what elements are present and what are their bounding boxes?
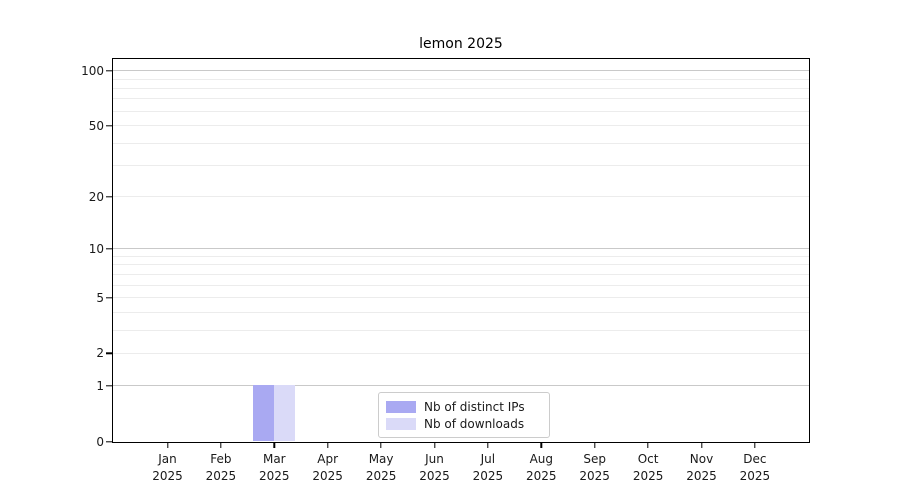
y-tick-mark [106,440,112,443]
x-tick-label: Apr 2025 [296,451,360,485]
x-tick-label-month: Mar [262,451,286,466]
x-tick-mark [487,443,489,448]
gridline-minor [113,142,809,144]
x-tick-label-month: Jan [158,451,177,466]
y-tick-label: 20 [88,189,104,204]
gridline-minor [113,110,809,112]
x-tick-mark [326,443,329,448]
gridline-minor [113,165,809,166]
x-tick-label-year: 2025 [579,468,610,483]
gridline-minor [113,87,809,89]
x-tick-label-month: Apr [317,451,339,466]
legend-swatch-distinct-ips [386,400,416,413]
x-tick-label-year: 2025 [526,468,557,483]
x-tick-label-month: May [368,451,394,466]
legend-label-downloads: Nb of downloads [424,416,525,431]
x-tick-label-month: Oct [637,451,659,466]
x-tick-label-month: Feb [210,451,232,466]
x-tick-label: Sep 2025 [563,451,627,485]
gridline-minor [113,273,809,275]
x-tick-mark [700,443,703,448]
y-tick-label: 2 [96,346,104,361]
gridline-minor [113,329,809,331]
gridline-major [113,385,809,387]
gridline-minor [113,297,809,298]
x-tick-label: Feb 2025 [189,451,253,485]
x-tick-mark [593,443,596,448]
x-tick-mark [220,443,222,448]
y-tick-mark [106,352,112,354]
y-tick-label: 1 [96,378,104,393]
y-tick-mark [106,248,112,250]
x-tick-label: Nov 2025 [670,451,734,485]
x-tick-label-month: Jul [480,451,496,466]
x-tick-mark [647,443,649,448]
x-tick-label: Jul 2025 [456,451,520,485]
x-tick-label-month: Jun [425,451,444,466]
x-tick-label: Jun 2025 [403,451,467,485]
gridline-minor [113,98,809,100]
x-tick-label-year: 2025 [419,468,450,483]
y-tick-mark [106,196,112,198]
gridline-minor [113,256,809,257]
y-tick-label: 0 [96,434,104,449]
gridline-minor [113,352,809,354]
x-tick-label: May 2025 [349,451,413,485]
gridline-minor [113,78,809,80]
y-tick-mark [106,124,112,127]
x-tick-label-month: Sep [583,451,606,466]
x-tick-mark [380,443,382,448]
x-tick-label: Dec 2025 [723,451,787,485]
x-tick-label: Jan 2025 [136,451,200,485]
x-tick-label-year: 2025 [739,468,771,483]
chart-title: lemon 2025 [419,36,503,52]
x-tick-label-month: Nov [689,451,714,466]
x-tick-mark [540,443,542,448]
legend-label-distinct-ips: Nb of distinct IPs [424,399,525,414]
legend-swatch-downloads [386,417,416,430]
x-tick-mark [273,443,275,448]
gridline-minor [113,125,809,126]
y-tick-label: 100 [81,63,104,78]
x-tick-label-year: 2025 [205,468,237,483]
gridline-minor [113,264,809,266]
x-tick-label-year: 2025 [686,468,717,483]
y-tick-mark [106,296,112,299]
bar-downloads-mar-2025 [273,385,296,441]
x-tick-label-month: Dec [743,451,767,466]
gridline-minor [113,196,809,198]
legend-item-downloads: Nb of downloads [386,415,541,432]
plot-area [112,58,810,443]
legend-item-distinct-ips: Nb of distinct IPs [386,398,541,415]
x-tick-label: Aug 2025 [509,451,573,485]
x-tick-label: Oct 2025 [616,451,680,485]
x-tick-label-month: Aug [529,451,554,466]
y-tick-label: 50 [88,118,104,133]
x-tick-label-year: 2025 [365,468,397,483]
y-tick-label: 10 [88,241,104,256]
x-tick-label-year: 2025 [259,468,290,483]
y-tick-label: 5 [96,290,104,305]
x-tick-label-year: 2025 [152,468,183,483]
gridline-minor [113,284,809,286]
x-tick-mark [166,443,169,448]
gridline-minor [113,311,809,313]
gridline-major [113,248,809,250]
gridline-major [113,70,809,72]
bar-distinct-ips-mar-2025 [252,385,274,441]
y-tick-mark [106,69,112,72]
x-tick-mark [754,443,756,448]
x-tick-label: Mar 2025 [242,451,306,485]
x-tick-label-year: 2025 [312,468,343,483]
x-tick-label-year: 2025 [472,468,504,483]
x-tick-mark [433,443,436,448]
legend: Nb of distinct IPs Nb of downloads [378,392,550,438]
x-tick-label-year: 2025 [632,468,664,483]
y-tick-mark [106,385,112,387]
